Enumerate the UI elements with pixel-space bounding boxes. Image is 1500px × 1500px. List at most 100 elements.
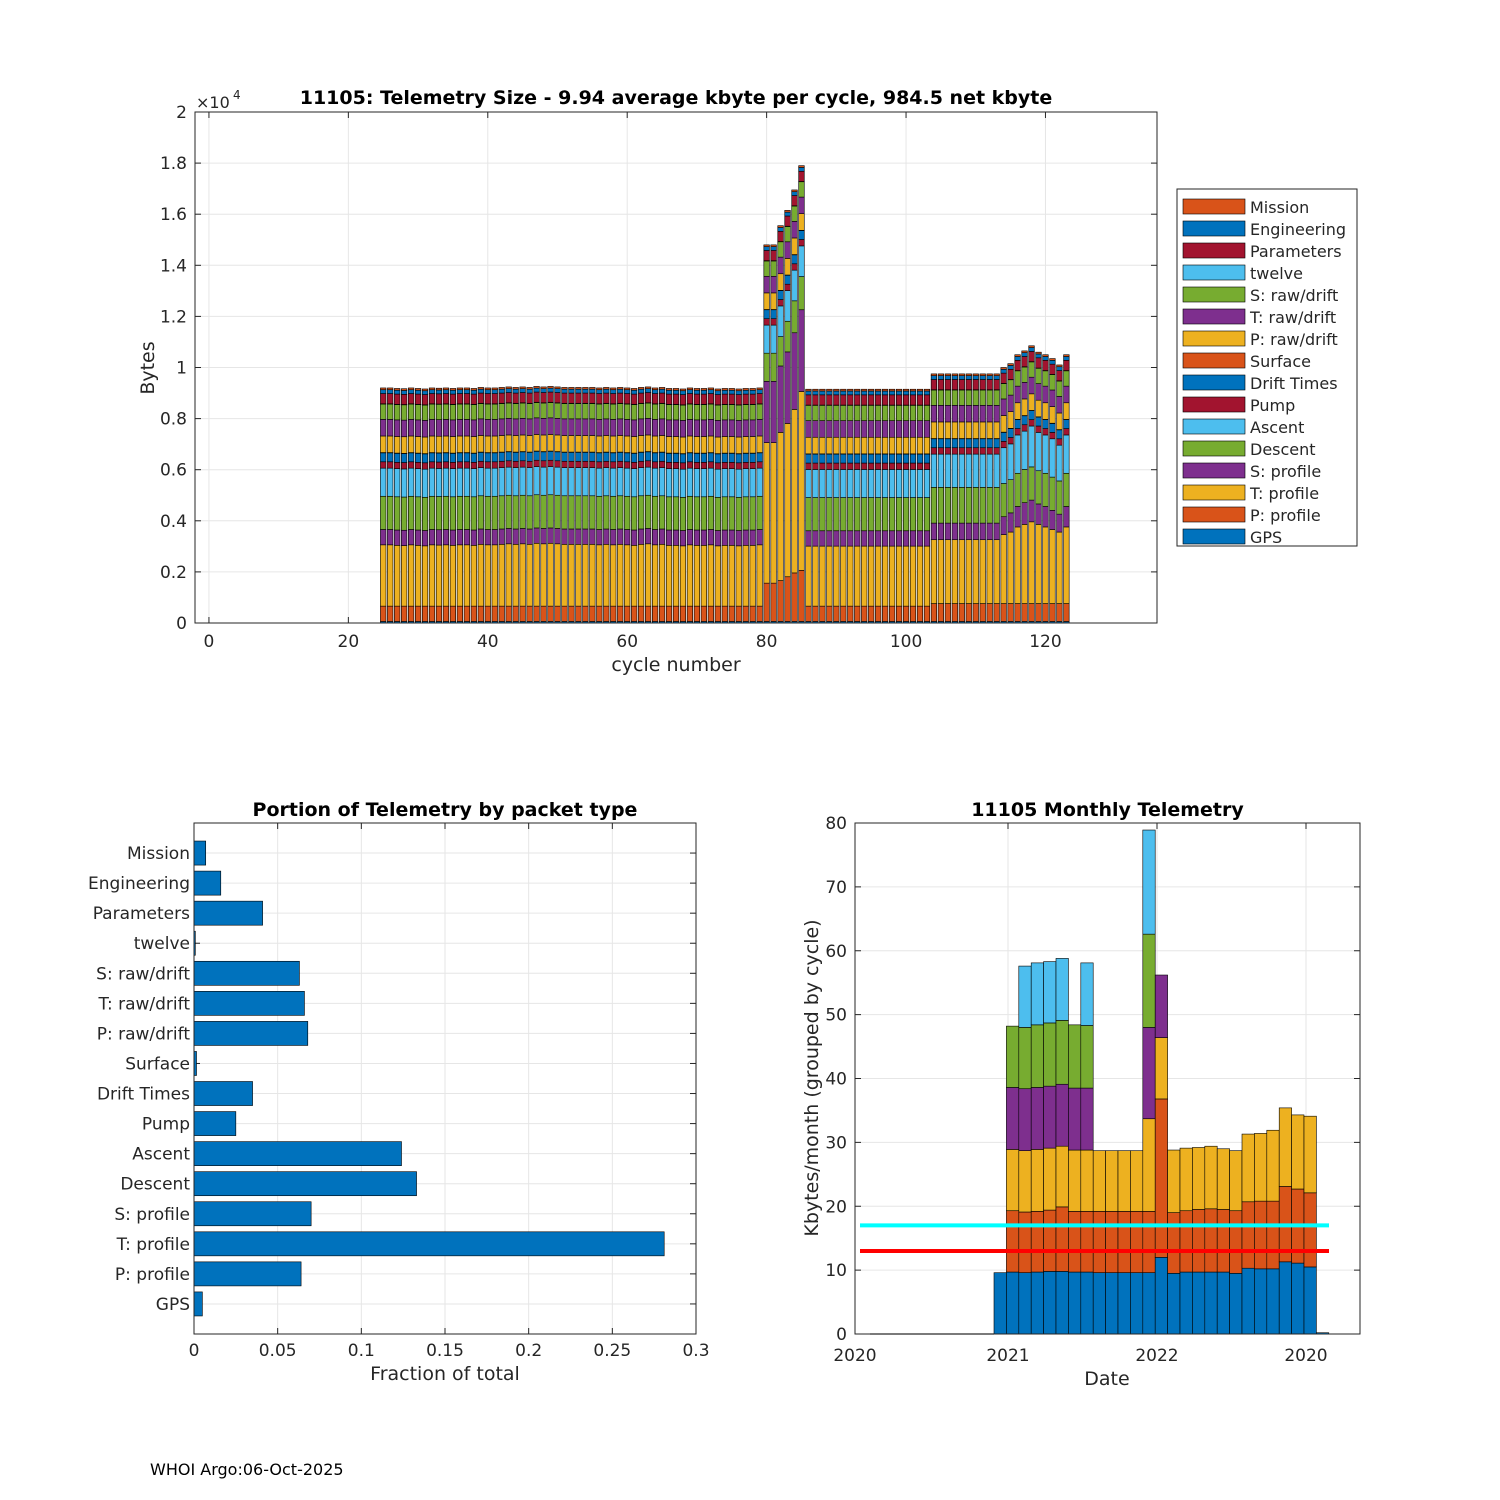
plot-frame <box>193 822 697 1335</box>
bar-segment <box>930 539 938 604</box>
bar-segment <box>408 452 415 463</box>
bar-segment <box>958 421 965 439</box>
bar-segment <box>868 605 875 622</box>
bar-segment <box>658 460 666 468</box>
bar-segment <box>965 603 972 622</box>
bar-segment <box>610 435 617 453</box>
bar-segment <box>610 467 617 497</box>
bar-segment <box>1254 1133 1268 1202</box>
bar-segment <box>986 373 993 376</box>
bar-segment <box>414 389 422 395</box>
bar-segment <box>435 393 443 405</box>
bar-segment <box>401 404 408 421</box>
bar-segment <box>895 388 903 392</box>
bar-segment <box>812 545 819 607</box>
bar-segment <box>1042 360 1049 371</box>
bar-segment <box>589 387 596 390</box>
bar-segment <box>582 403 589 420</box>
bar-segment <box>456 419 463 437</box>
bar-segment <box>882 453 889 464</box>
bar-segment <box>923 530 931 547</box>
bar-segment <box>1035 367 1042 384</box>
bar-segment <box>651 452 659 463</box>
bar-segment <box>380 403 387 420</box>
bar-segment <box>526 387 533 390</box>
bar-segment <box>505 418 512 436</box>
bar-segment <box>700 453 707 463</box>
bar-segment <box>756 389 763 394</box>
chart-title: Portion of Telemetry by packet type <box>253 799 638 821</box>
bar-segment <box>1056 370 1063 382</box>
bar-segment <box>568 460 575 468</box>
bar-segment <box>1000 441 1007 449</box>
bar-segment <box>1021 366 1028 383</box>
bar-segment <box>533 391 540 403</box>
bar-segment <box>833 530 840 547</box>
bar-segment <box>1105 1150 1119 1212</box>
bar-segment <box>944 522 951 541</box>
plot-frame <box>854 822 1361 1335</box>
bar-segment <box>930 453 938 488</box>
bar-segment <box>519 418 526 436</box>
bar-segment <box>421 436 429 454</box>
bar-segment <box>617 387 624 390</box>
bar-segment <box>1055 1083 1069 1147</box>
bar-segment <box>589 388 596 394</box>
bar-segment <box>763 244 770 247</box>
bar-segment <box>477 528 484 545</box>
bar-segment <box>554 392 561 404</box>
bar-segment <box>979 389 986 406</box>
telemetry-size-chart: 0 20 40 60 80 100 12000.20.40.60.811.21.41.61.… <box>137 87 1358 676</box>
bar-segment <box>1303 1266 1317 1335</box>
bar-segment <box>540 418 547 436</box>
bar-segment <box>714 390 721 395</box>
bar-segment <box>714 453 721 464</box>
y-tick-label: 2 <box>176 103 187 123</box>
bar-segment <box>728 404 735 421</box>
bar <box>193 840 207 866</box>
bar-segment <box>456 605 463 622</box>
bar-segment <box>1042 419 1049 429</box>
bar-segment <box>505 388 512 393</box>
bar-segment <box>568 418 575 436</box>
bar-segment <box>714 545 721 607</box>
bar-segment <box>930 447 938 455</box>
bar-segment <box>561 435 568 453</box>
bar-segment <box>916 497 924 532</box>
bar-segment <box>923 462 931 470</box>
bar-segment <box>735 390 742 395</box>
bar-segment <box>672 419 680 437</box>
bar-segment <box>651 461 659 469</box>
bar-segment <box>1007 437 1014 445</box>
bar-segment <box>777 336 784 367</box>
bar-segment <box>1007 363 1014 366</box>
bar-segment <box>861 497 868 532</box>
bar-segment <box>631 453 638 463</box>
bar-segment <box>387 389 394 394</box>
bar-segment <box>665 605 673 622</box>
bar-segment <box>1063 354 1070 357</box>
bar-segment <box>554 466 561 496</box>
bar-segment <box>658 452 666 462</box>
bar-segment <box>554 605 561 622</box>
x-tick-label: 80 <box>756 632 778 652</box>
bar-segment <box>631 529 638 546</box>
legend-label: GPS <box>1250 528 1282 547</box>
bar-segment <box>714 420 721 438</box>
bar-segment <box>401 462 408 470</box>
bar-segment <box>554 528 561 545</box>
bar-segment <box>484 387 491 391</box>
bar-segment <box>582 495 589 530</box>
bar-segment <box>993 603 1000 622</box>
bar-segment <box>721 419 728 437</box>
bar-segment <box>658 544 666 607</box>
legend-swatch <box>1182 484 1246 501</box>
bar-segment <box>700 496 707 531</box>
bar-segment <box>833 605 840 622</box>
bar-segment <box>568 387 575 390</box>
bar-segment <box>742 461 749 469</box>
bar-segment <box>575 403 582 420</box>
bar-segment <box>875 462 882 470</box>
bar-segment <box>1063 360 1070 371</box>
bar-segment <box>847 469 854 498</box>
